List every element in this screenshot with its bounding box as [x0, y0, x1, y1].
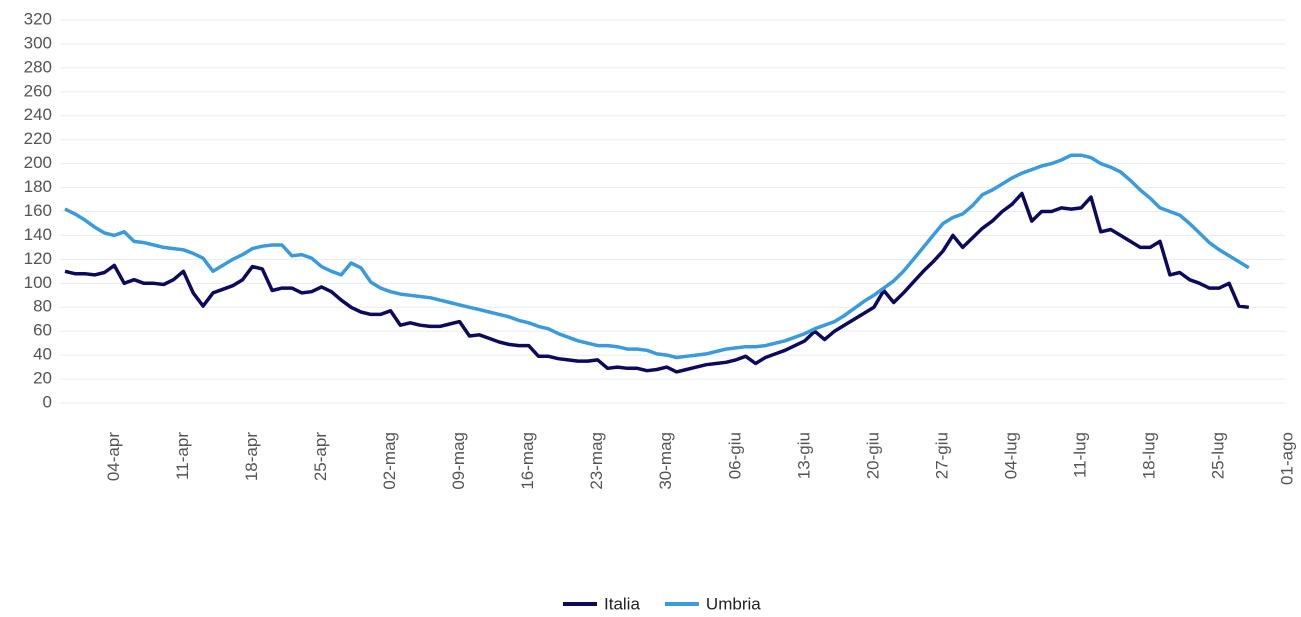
x-tick-label: 25-lug	[1209, 432, 1228, 479]
y-tick-label: 160	[24, 201, 52, 220]
x-tick-label: 11-lug	[1071, 432, 1090, 478]
y-tick-label: 100	[24, 273, 52, 292]
y-tick-label: 300	[24, 33, 52, 52]
y-tick-label: 280	[24, 57, 52, 76]
x-tick-label: 20-giu	[863, 432, 882, 479]
x-tick-label: 01-ago	[1278, 432, 1297, 485]
x-tick-label: 18-lug	[1140, 432, 1159, 479]
x-tick-label: 13-giu	[794, 432, 813, 479]
y-tick-label: 60	[33, 321, 52, 340]
x-tick-label: 02-mag	[380, 432, 399, 490]
x-tick-label: 18-apr	[242, 432, 261, 481]
y-tick-label: 0	[43, 392, 52, 411]
x-tick-label: 04-apr	[104, 432, 123, 481]
y-tick-label: 220	[24, 129, 52, 148]
y-tick-label: 20	[33, 369, 52, 388]
y-tick-label: 120	[24, 249, 52, 268]
x-tick-label: 09-mag	[449, 432, 468, 490]
y-tick-label: 260	[24, 81, 52, 100]
y-tick-label: 240	[24, 105, 52, 124]
y-tick-label: 40	[33, 345, 52, 364]
x-tick-label: 27-giu	[932, 432, 951, 479]
x-tick-label: 06-giu	[725, 432, 744, 479]
x-tick-label: 11-apr	[173, 432, 192, 480]
x-tick-label: 25-apr	[311, 432, 330, 481]
y-tick-label: 180	[24, 177, 52, 196]
y-tick-label: 140	[24, 225, 52, 244]
series-line	[64, 153, 1250, 360]
x-tick-label: 04-lug	[1002, 432, 1021, 479]
series-line	[64, 191, 1250, 374]
x-tick-label: 23-mag	[587, 432, 606, 490]
y-tick-label: 80	[33, 297, 52, 316]
y-tick-label: 320	[24, 9, 52, 28]
y-tick-label: 200	[24, 153, 52, 172]
x-tick-label: 30-mag	[656, 432, 675, 490]
legend-label: Umbria	[706, 594, 761, 613]
x-tick-label: 16-mag	[518, 432, 537, 490]
legend-label: Italia	[604, 594, 640, 613]
